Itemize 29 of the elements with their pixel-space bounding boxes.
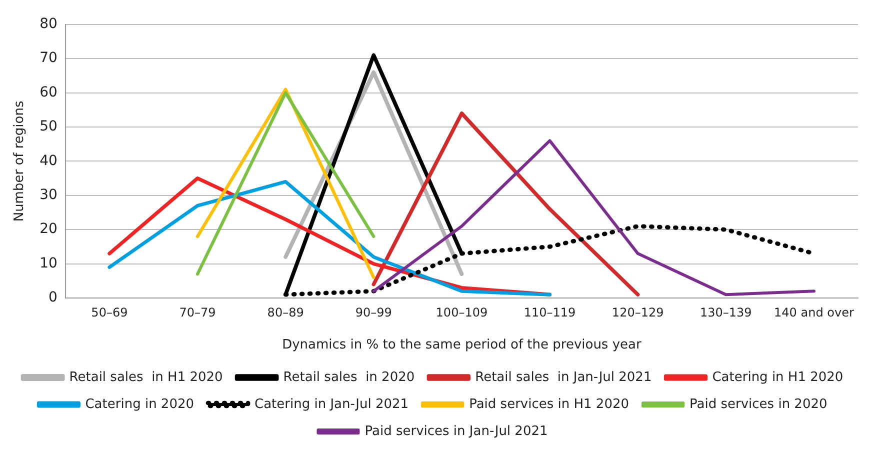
legend-label: Catering in 2020: [85, 396, 194, 412]
x-tick-label: 120–129: [612, 305, 664, 320]
legend-label: Paid services in 2020: [690, 396, 828, 412]
y-tick-label: 0: [48, 290, 58, 306]
legend-label: Catering in H1 2020: [712, 370, 844, 385]
x-tick-label: 110–119: [524, 305, 576, 320]
legend-label: Paid services in Jan-Jul 2021: [364, 424, 548, 439]
x-tick-label: 70–79: [179, 305, 216, 320]
y-tick-label: 50: [40, 118, 58, 135]
x-tick-label: 100–109: [436, 305, 488, 320]
y-axis-title: Number of regions: [12, 100, 28, 222]
y-tick-label: 70: [40, 50, 58, 66]
x-tick-label: 140 and over: [774, 305, 854, 320]
y-tick-label: 80: [40, 16, 58, 32]
y-tick-label: 60: [40, 84, 58, 100]
legend-label: Retail sales in H1 2020: [69, 370, 223, 385]
y-tick-label: 10: [40, 255, 58, 272]
x-tick-label: 130–139: [700, 305, 752, 320]
y-tick-label: 20: [40, 221, 58, 238]
x-tick-label: 50–69: [91, 305, 128, 320]
legend-label: Paid services in H1 2020: [469, 396, 630, 412]
y-tick-label: 40: [40, 152, 58, 169]
x-tick-label: 80–89: [267, 305, 304, 320]
x-tick-label: 90–99: [355, 305, 392, 320]
legend-label: Catering in Jan-Jul 2021: [254, 396, 409, 412]
legend-label: Retail sales in Jan-Jul 2021: [475, 370, 652, 385]
legend-label: Retail sales in 2020: [283, 370, 415, 385]
y-tick-label: 30: [40, 187, 58, 204]
x-axis-title: Dynamics in % to the same period of the previous year: [282, 338, 642, 353]
